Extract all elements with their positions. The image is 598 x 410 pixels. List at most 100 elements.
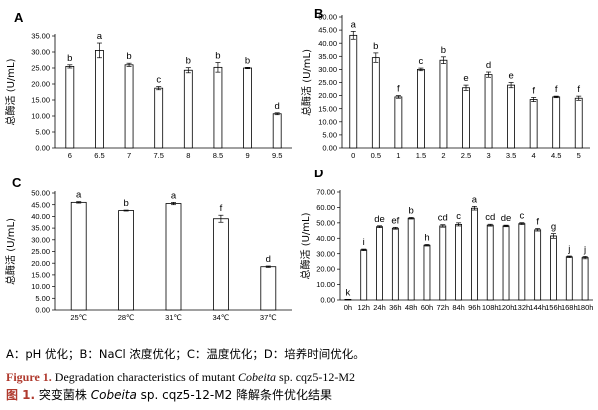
chart-panel-d: D 总酶活 (U/mL) 0.00 10.00 20.00 30.00 40.00 50.00… <box>300 170 593 312</box>
x-tick-label: 12h <box>357 303 370 312</box>
y-tick-label: 40.00 <box>316 234 335 243</box>
chart-b-group: B 总酶活 (U/mL) 0.00 5.00 10.00 15.00 20.00 25.00 3… <box>300 6 590 160</box>
y-tick-label: 30.00 <box>31 235 50 244</box>
bar <box>407 217 415 301</box>
x-tick-label: 168h <box>561 303 578 312</box>
significance-letter: c <box>519 211 524 222</box>
panel-label: B <box>314 6 323 21</box>
y-tick-label: 0.00 <box>35 306 50 315</box>
x-tick-label: 60h <box>421 303 434 312</box>
y-tick-label: 70.00 <box>316 188 335 197</box>
x-tick-label: 1.5 <box>416 151 426 160</box>
chart-a-group: A 总酶活 (U/mL) 0.00 5.00 10.00 15.00 20.00 25.00 3… <box>4 10 292 160</box>
x-tick-label: 5 <box>577 151 581 160</box>
bar <box>529 99 538 149</box>
bar <box>371 57 380 149</box>
legend-text: A：pH 优化；B：NaCl 浓度优化；C：温度优化；D：培养时间优化。 <box>6 347 365 361</box>
y-tick-label: 0.00 <box>320 296 335 305</box>
significance-letter: de <box>374 214 385 225</box>
significance-letter: j <box>583 244 586 255</box>
x-tick-label: 6 <box>68 151 72 160</box>
significance-letter: c <box>156 75 161 86</box>
figure-caption-en: Figure 1. Degradation characteristics of… <box>6 370 355 385</box>
x-tick-label: 120h <box>498 303 515 312</box>
significance-letter: b <box>215 51 220 62</box>
bar <box>65 66 75 149</box>
y-tick-label: 5.00 <box>35 128 50 137</box>
x-tick-label: 34℃ <box>213 313 230 322</box>
bar <box>565 256 573 301</box>
significance-letter: j <box>567 244 570 255</box>
bar <box>154 87 164 149</box>
bar <box>260 266 277 311</box>
significance-letter: b <box>123 198 128 209</box>
y-tick-label: 35.00 <box>318 52 337 61</box>
figure-legend: A：pH 优化；B：NaCl 浓度优化；C：温度优化；D：培养时间优化。 <box>6 346 365 362</box>
significance-letter: ef <box>391 215 399 226</box>
bar <box>550 235 557 301</box>
significance-letter: f <box>397 84 400 95</box>
x-tick-label: 2.5 <box>461 151 471 160</box>
x-tick-label: 96h <box>468 303 481 312</box>
x-tick-label: 4 <box>532 151 536 160</box>
y-tick-label: 30.00 <box>318 65 337 74</box>
y-tick-label: 15.00 <box>318 104 337 113</box>
y-tick-label: 60.00 <box>316 203 335 212</box>
x-tick-label: 9.5 <box>272 151 282 160</box>
x-tick-label: 3 <box>486 151 490 160</box>
x-tick-label: 144h <box>529 303 546 312</box>
significance-letter: de <box>501 213 512 224</box>
chart-c-group: C 总酶活 (U/mL) 0.00 5.00 10.00 15.00 20.00 25.00 3… <box>4 175 292 322</box>
bar <box>462 87 470 149</box>
significance-letter: i <box>363 237 365 248</box>
panel-label: A <box>14 10 24 25</box>
x-tick-label: 156h <box>545 303 562 312</box>
chart-panel-c: C 总酶活 (U/mL) 0.00 5.00 10.00 15.00 20.00 25.00 3… <box>4 175 292 322</box>
y-tick-label: 20.00 <box>318 91 337 100</box>
y-tick-label: 0.00 <box>35 144 50 153</box>
y-tick-label: 10.00 <box>318 117 337 126</box>
bar <box>486 224 494 301</box>
bar <box>484 74 493 149</box>
panel-label: C <box>12 175 22 190</box>
x-tick-label: 4.5 <box>551 151 561 160</box>
y-tick-label: 30.00 <box>31 48 50 57</box>
x-tick-label: 48h <box>405 303 418 312</box>
x-tick-label: 1 <box>396 151 400 160</box>
significance-letter: f <box>555 84 558 95</box>
bar <box>507 84 515 149</box>
significance-letter: f <box>536 217 539 228</box>
y-tick-label: 20.00 <box>31 80 50 89</box>
significance-letter: d <box>275 101 280 112</box>
x-tick-label: 2 <box>441 151 445 160</box>
significance-letter: cd <box>438 213 448 224</box>
significance-letter: d <box>486 60 491 71</box>
significance-letter: f <box>220 203 223 214</box>
y-tick-label: 25.00 <box>31 247 50 256</box>
significance-letter: k <box>346 288 351 299</box>
significance-letter: a <box>171 190 177 201</box>
figure-label-cn: 图 1. <box>6 388 36 402</box>
bar <box>502 225 510 301</box>
significance-letter: f <box>532 85 535 96</box>
significance-letter: g <box>551 222 556 233</box>
y-axis-title: 总酶活 (U/mL) <box>4 218 17 285</box>
x-tick-label: 37℃ <box>260 313 277 322</box>
bar <box>272 113 282 149</box>
x-tick-label: 7.5 <box>153 151 163 160</box>
y-tick-label: 5.00 <box>35 294 50 303</box>
y-tick-label: 40.00 <box>31 212 50 221</box>
bar <box>518 223 526 301</box>
figure-caption-cn: 图 1. 突变菌株 Cobeita sp. cqz5-12-M2 降解条件优化结… <box>6 386 332 403</box>
y-tick-label: 40.00 <box>318 39 337 48</box>
bar <box>165 203 182 311</box>
y-tick-label: 10.00 <box>31 112 50 121</box>
significance-letter: b <box>373 41 378 52</box>
figure-label-en: Figure 1. <box>6 370 52 384</box>
x-tick-label: 6.5 <box>94 151 104 160</box>
x-tick-label: 84h <box>452 303 465 312</box>
y-tick-label: 25.00 <box>318 78 337 87</box>
bar <box>581 257 589 301</box>
bar <box>439 59 448 149</box>
bar <box>471 207 478 301</box>
